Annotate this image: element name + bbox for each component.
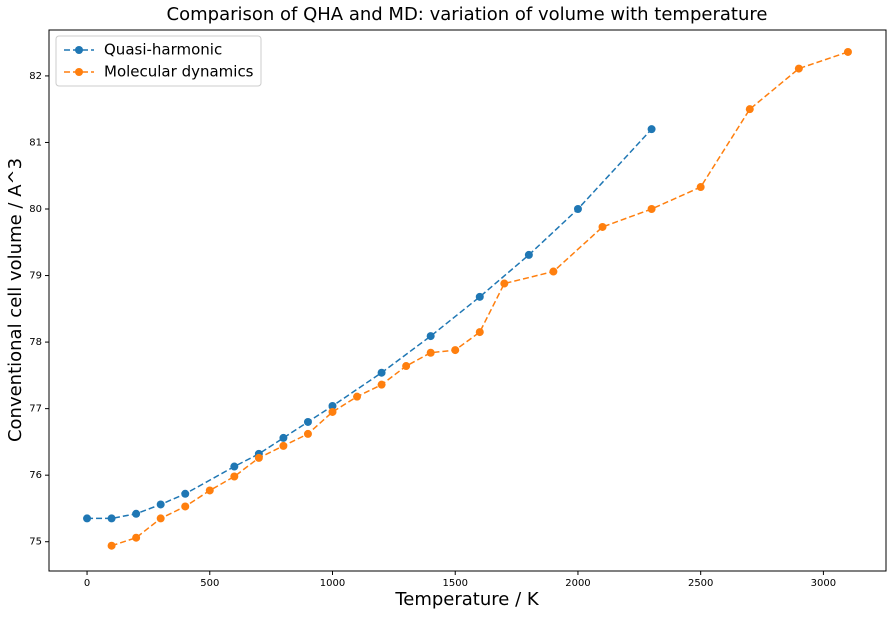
x-tick-label: 3000 [811, 578, 836, 589]
data-point [230, 472, 239, 481]
legend-label: Quasi-harmonic [104, 41, 222, 59]
data-point [426, 348, 435, 357]
x-tick-label: 2500 [688, 578, 713, 589]
data-point [353, 392, 362, 401]
data-point [377, 368, 386, 377]
data-point [794, 64, 803, 73]
data-point [475, 328, 484, 337]
x-tick-label: 0 [84, 578, 90, 589]
x-axis-label: Temperature / K [394, 589, 540, 610]
y-tick-label: 75 [29, 537, 42, 548]
data-point [107, 514, 116, 523]
series-line [87, 128, 653, 520]
data-point [132, 509, 141, 518]
y-tick-label: 81 [29, 137, 42, 148]
x-tick-label: 1000 [320, 578, 345, 589]
data-point [524, 250, 533, 259]
data-point [328, 407, 337, 416]
data-point [696, 183, 705, 192]
data-point [279, 433, 288, 442]
data-point [843, 47, 852, 56]
y-tick-label: 79 [29, 271, 42, 282]
data-point [500, 279, 509, 288]
data-point [745, 105, 754, 114]
y-tick-label: 82 [29, 71, 42, 82]
y-tick-label: 77 [29, 404, 42, 415]
y-axis-label: Conventional cell volume / A^3 [5, 158, 26, 442]
y-tick-label: 78 [29, 337, 42, 348]
data-point [156, 514, 165, 523]
data-point [303, 429, 312, 438]
data-point [254, 453, 263, 462]
legend-box [55, 35, 262, 87]
data-point [132, 533, 141, 542]
data-point [205, 486, 214, 495]
legend-marker [75, 46, 83, 54]
data-point [647, 125, 656, 134]
y-tick-label: 80 [29, 204, 42, 215]
data-point [279, 441, 288, 450]
data-point [598, 222, 607, 231]
data-point [230, 462, 239, 471]
series-line [111, 51, 849, 547]
data-point [451, 346, 460, 355]
legend-label: Molecular dynamics [104, 63, 254, 81]
data-point [475, 292, 484, 301]
data-point [181, 489, 190, 498]
data-point [303, 417, 312, 426]
data-point [328, 401, 337, 410]
data-point [83, 514, 92, 523]
y-tick-label: 76 [29, 470, 42, 481]
x-tick-label: 1500 [443, 578, 468, 589]
data-point [181, 502, 190, 511]
data-point [549, 267, 558, 276]
data-point [377, 380, 386, 389]
data-point [156, 500, 165, 509]
data-point [426, 332, 435, 341]
plot-frame [48, 29, 887, 572]
chart-title: Comparison of QHA and MD: variation of v… [167, 4, 768, 25]
x-tick-label: 500 [200, 578, 219, 589]
data-point [107, 541, 116, 550]
data-point [573, 205, 582, 214]
x-tick-label: 2000 [565, 578, 590, 589]
data-point [647, 205, 656, 214]
data-point [402, 362, 411, 371]
legend-marker [75, 68, 83, 76]
